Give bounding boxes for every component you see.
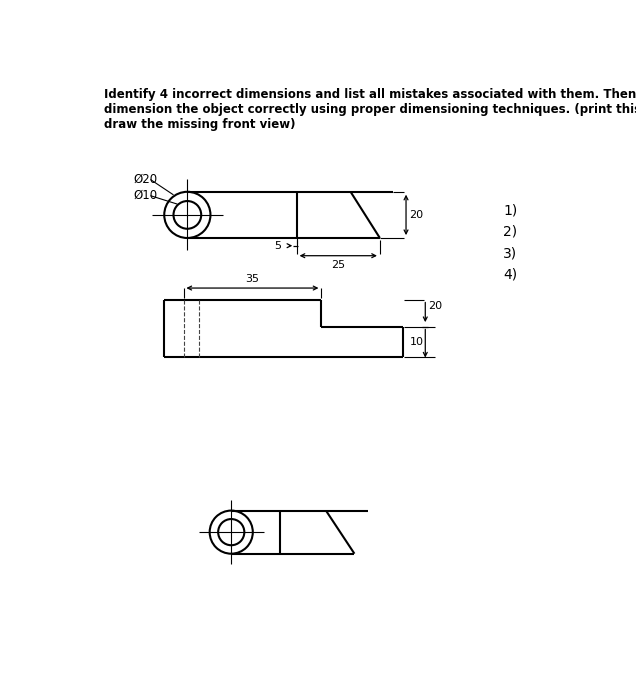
Text: 4): 4) <box>503 268 517 282</box>
Text: 1): 1) <box>503 203 517 217</box>
Text: Ø20: Ø20 <box>134 173 158 186</box>
Text: 20: 20 <box>409 210 423 220</box>
Text: 10: 10 <box>410 337 424 347</box>
Text: 20: 20 <box>429 301 443 311</box>
Text: 2): 2) <box>503 225 517 239</box>
Text: Ø10: Ø10 <box>134 189 158 202</box>
Text: 25: 25 <box>331 260 345 270</box>
Text: 5: 5 <box>274 241 281 251</box>
Text: 35: 35 <box>245 274 259 284</box>
Text: 3): 3) <box>503 246 517 260</box>
Text: Identify 4 incorrect dimensions and list all mistakes associated with them. Then: Identify 4 incorrect dimensions and list… <box>104 88 636 131</box>
